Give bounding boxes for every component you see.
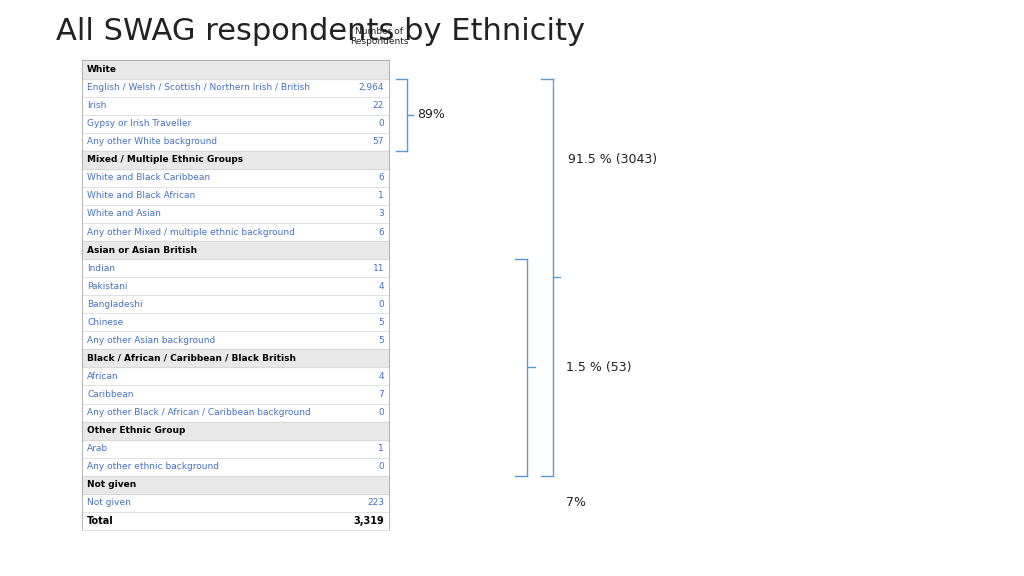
Bar: [82, 60, 389, 78]
Text: Any other Mixed / multiple ethnic background: Any other Mixed / multiple ethnic backgr…: [87, 228, 295, 237]
Bar: [82, 350, 389, 367]
Text: Indian: Indian: [87, 264, 115, 272]
Text: 5: 5: [378, 318, 384, 327]
Text: 3: 3: [378, 210, 384, 218]
Text: Any other Black / African / Caribbean background: Any other Black / African / Caribbean ba…: [87, 408, 311, 417]
Text: 1.5 % (53): 1.5 % (53): [566, 361, 632, 374]
Text: 1: 1: [378, 191, 384, 200]
Text: Total: Total: [87, 516, 114, 526]
Text: Not given: Not given: [87, 480, 136, 489]
Text: White and Black Caribbean: White and Black Caribbean: [87, 173, 210, 183]
Bar: [82, 476, 389, 494]
Text: Gypsy or Irish Traveller: Gypsy or Irish Traveller: [87, 119, 191, 128]
Text: 7: 7: [378, 390, 384, 399]
Text: 6: 6: [378, 173, 384, 183]
Text: English / Welsh / Scottish / Northern Irish / British: English / Welsh / Scottish / Northern Ir…: [87, 83, 310, 92]
Text: 57: 57: [373, 137, 384, 146]
Text: 91.5 % (3043): 91.5 % (3043): [568, 153, 657, 166]
Text: Not given: Not given: [87, 498, 131, 507]
Text: Irish: Irish: [87, 101, 106, 110]
Text: 89%: 89%: [417, 108, 444, 121]
Text: All SWAG respondents by Ethnicity: All SWAG respondents by Ethnicity: [56, 17, 586, 46]
Text: 6: 6: [378, 228, 384, 237]
Text: Any other ethnic background: Any other ethnic background: [87, 462, 219, 471]
Text: Black / African / Caribbean / Black British: Black / African / Caribbean / Black Brit…: [87, 354, 296, 363]
Text: Chinese: Chinese: [87, 318, 123, 327]
Text: Mixed / Multiple Ethnic Groups: Mixed / Multiple Ethnic Groups: [87, 156, 243, 164]
Text: African: African: [87, 372, 119, 381]
Text: Arab: Arab: [87, 444, 109, 453]
Bar: [82, 241, 389, 259]
Text: 0: 0: [378, 300, 384, 309]
Text: 4: 4: [379, 372, 384, 381]
Bar: [82, 422, 389, 439]
Text: 0: 0: [378, 408, 384, 417]
Bar: [82, 151, 389, 169]
Text: Caribbean: Caribbean: [87, 390, 133, 399]
Text: Asian or Asian British: Asian or Asian British: [87, 245, 198, 255]
Text: 3,319: 3,319: [353, 516, 384, 526]
Text: Any other White background: Any other White background: [87, 137, 217, 146]
Text: Number of
Respondents: Number of Respondents: [349, 26, 409, 46]
Text: 11: 11: [373, 264, 384, 272]
Text: Pakistani: Pakistani: [87, 282, 128, 291]
Text: White and Black African: White and Black African: [87, 191, 196, 200]
Text: 7%: 7%: [566, 497, 587, 509]
Text: 2,964: 2,964: [358, 83, 384, 92]
Text: 223: 223: [367, 498, 384, 507]
Text: 4: 4: [379, 282, 384, 291]
Text: Any other Asian background: Any other Asian background: [87, 336, 215, 345]
Text: Other Ethnic Group: Other Ethnic Group: [87, 426, 185, 435]
Text: White and Asian: White and Asian: [87, 210, 161, 218]
Text: 22: 22: [373, 101, 384, 110]
Text: White: White: [87, 65, 117, 74]
Text: Bangladeshi: Bangladeshi: [87, 300, 142, 309]
Text: 5: 5: [378, 336, 384, 345]
Text: 1: 1: [378, 444, 384, 453]
Text: 0: 0: [378, 462, 384, 471]
Text: 0: 0: [378, 119, 384, 128]
